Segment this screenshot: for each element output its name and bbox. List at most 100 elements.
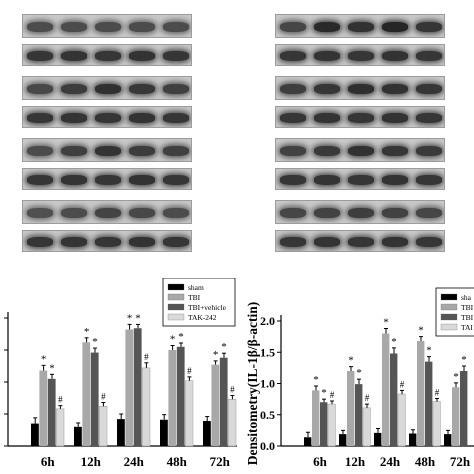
blot-band — [128, 207, 156, 219]
loading-control-blot — [22, 106, 192, 128]
blot-band — [279, 207, 307, 219]
bar — [117, 419, 125, 446]
blot-band — [381, 21, 409, 33]
blot-band — [162, 21, 190, 33]
x-tick-label: 72h — [210, 454, 231, 469]
target-blot — [275, 200, 445, 224]
loading-control-blot — [275, 230, 445, 252]
blot-band — [313, 83, 341, 95]
asterisk-marker: * — [221, 341, 227, 353]
blot-band — [26, 113, 54, 123]
blot-band — [162, 237, 190, 247]
blot-band — [279, 113, 307, 123]
x-tick-label: 24h — [380, 454, 401, 469]
blot-band — [26, 175, 54, 185]
blot-band — [279, 21, 307, 33]
asterisk-marker: * — [426, 345, 432, 357]
asterisk-marker: * — [453, 371, 459, 383]
blot-band — [381, 207, 409, 219]
target-blot — [22, 76, 192, 100]
blot-band — [415, 51, 443, 61]
bar — [425, 361, 433, 446]
bar — [417, 341, 425, 446]
legend-label: TBI — [461, 313, 474, 322]
blot-band — [313, 145, 341, 157]
blot-band — [60, 51, 88, 61]
legend-swatch — [167, 313, 185, 321]
blot-band — [128, 145, 156, 157]
target-blot — [22, 200, 192, 224]
blot-band — [162, 113, 190, 123]
blot-band — [381, 113, 409, 123]
y-axis-label: Densitometry(IL-1β/β-actin) — [245, 302, 260, 465]
blot-band — [60, 113, 88, 123]
y-tick-label: 0.5 — [260, 408, 275, 422]
blot-band — [415, 237, 443, 247]
blot-band — [94, 21, 122, 33]
bar — [320, 402, 328, 446]
blot-band — [313, 175, 341, 185]
target-blot — [22, 138, 192, 162]
bar — [304, 437, 312, 446]
x-tick-label: 12h — [81, 454, 102, 469]
asterisk-marker: * — [49, 362, 55, 374]
blot-band — [94, 237, 122, 247]
x-tick-label: 12h — [345, 454, 366, 469]
legend-label: TAK-242 — [188, 313, 217, 322]
legend-swatch — [440, 293, 458, 301]
bar — [452, 387, 460, 446]
blot-band — [94, 207, 122, 219]
asterisk-marker: * — [127, 312, 133, 324]
blot-band — [347, 207, 375, 219]
bar — [47, 378, 56, 446]
x-tick-label: 48h — [415, 454, 436, 469]
blot-band — [279, 51, 307, 61]
asterisk-marker: * — [418, 325, 424, 337]
blot-band — [94, 175, 122, 185]
bar — [98, 406, 108, 447]
blot-band — [60, 83, 88, 95]
asterisk-marker: * — [348, 355, 354, 367]
bar — [74, 426, 82, 446]
target-blot — [275, 138, 445, 162]
blot-band — [415, 145, 443, 157]
y-tick-label: 2.0 — [260, 314, 275, 328]
blot-band — [128, 83, 156, 95]
legend-label: TBI+vehicle — [188, 303, 227, 312]
blot-band — [279, 237, 307, 247]
blot-band — [415, 113, 443, 123]
target-blot — [275, 76, 445, 100]
legend-swatch — [167, 283, 185, 291]
blot-band — [162, 207, 190, 219]
bar — [432, 401, 441, 447]
blot-band — [26, 237, 54, 247]
asterisk-marker: * — [41, 353, 47, 365]
blot-band — [94, 145, 122, 157]
blot-band — [381, 145, 409, 157]
bar — [327, 403, 336, 447]
asterisk-marker: * — [170, 334, 176, 346]
bar — [362, 407, 371, 447]
asterisk-marker: * — [213, 349, 219, 361]
target-blot — [275, 14, 445, 38]
asterisk-marker: * — [356, 367, 362, 379]
bar — [168, 350, 177, 446]
hash-marker: # — [144, 352, 149, 362]
blot-band — [162, 83, 190, 95]
blot-band — [347, 113, 375, 123]
blot-band — [26, 51, 54, 61]
bar — [339, 434, 347, 446]
blot-band — [60, 145, 88, 157]
x-tick-label: 24h — [124, 454, 145, 469]
blot-band — [162, 51, 190, 61]
hash-marker: # — [435, 388, 440, 398]
y-tick-label: 1.0 — [260, 377, 275, 391]
blot-band — [128, 175, 156, 185]
bar — [31, 423, 39, 446]
asterisk-marker: * — [178, 331, 184, 343]
bar — [176, 346, 185, 446]
bar — [39, 370, 48, 446]
hash-marker: # — [101, 391, 106, 401]
hash-marker: # — [187, 366, 192, 376]
hash-marker: # — [230, 384, 235, 394]
